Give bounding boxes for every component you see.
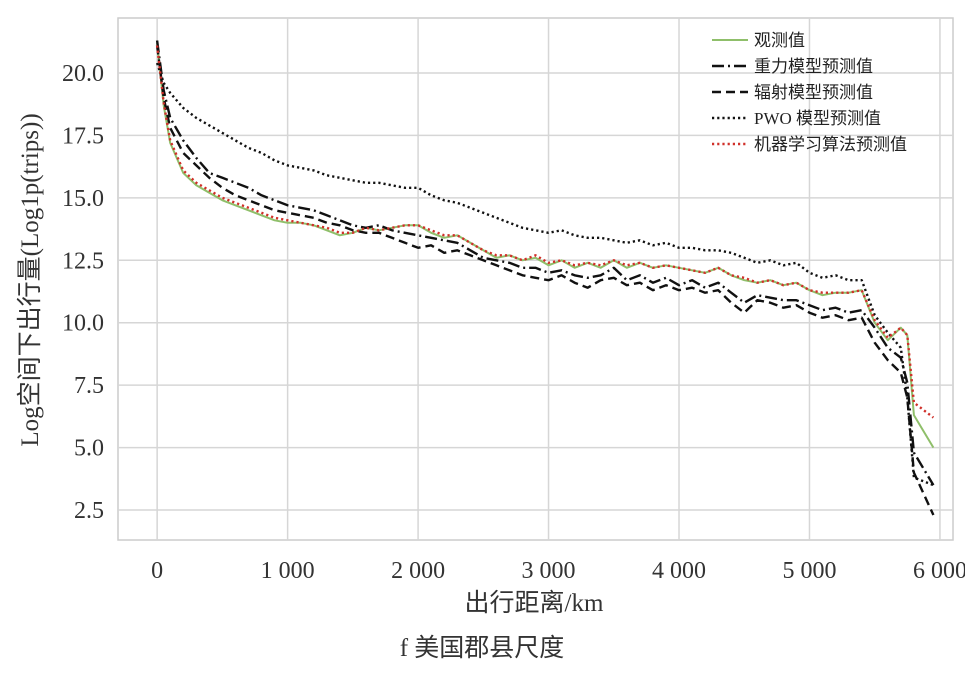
y-tick-label: 7.5 — [74, 373, 104, 399]
legend-label: PWO 模型预测值 — [754, 109, 881, 128]
x-tick-labels: 0 1 000 2 000 3 000 4 000 5 000 6 000 — [151, 558, 965, 584]
x-tick-label: 5 000 — [782, 558, 836, 584]
legend-label: 机器学习算法预测值 — [754, 135, 907, 154]
series-line-4 — [155, 62, 934, 487]
series-lines — [155, 40, 935, 516]
y-tick-label: 5.0 — [74, 436, 104, 462]
x-axis-title: 出行距离/km — [465, 589, 604, 617]
x-tick-label: 0 — [151, 558, 163, 584]
y-tick-label: 17.5 — [62, 123, 104, 149]
x-tick-label: 6 000 — [913, 558, 965, 584]
grid-lines — [118, 18, 953, 540]
y-tick-labels: 2.5 5.0 7.5 10.0 12.5 15.0 17.5 20.0 — [62, 61, 104, 524]
x-tick-label: 2 000 — [391, 558, 445, 584]
series-line-5 — [155, 45, 935, 419]
legend-label: 观测值 — [754, 31, 805, 50]
legend-label: 重力模型预测值 — [754, 57, 873, 76]
x-tick-label: 1 000 — [261, 558, 315, 584]
y-tick-label: 2.5 — [74, 498, 104, 524]
y-axis-title: Log空间下出行量(Log1p(trips)) — [16, 113, 44, 446]
legend-label: 辐射模型预测值 — [754, 83, 873, 102]
x-tick-label: 3 000 — [522, 558, 576, 584]
y-tick-label: 10.0 — [62, 311, 104, 337]
x-tick-label: 4 000 — [652, 558, 706, 584]
y-tick-label: 20.0 — [62, 61, 104, 87]
y-tick-label: 15.0 — [62, 186, 104, 212]
figure-caption: f 美国郡县尺度 — [400, 634, 565, 662]
y-tick-label: 12.5 — [62, 248, 104, 274]
